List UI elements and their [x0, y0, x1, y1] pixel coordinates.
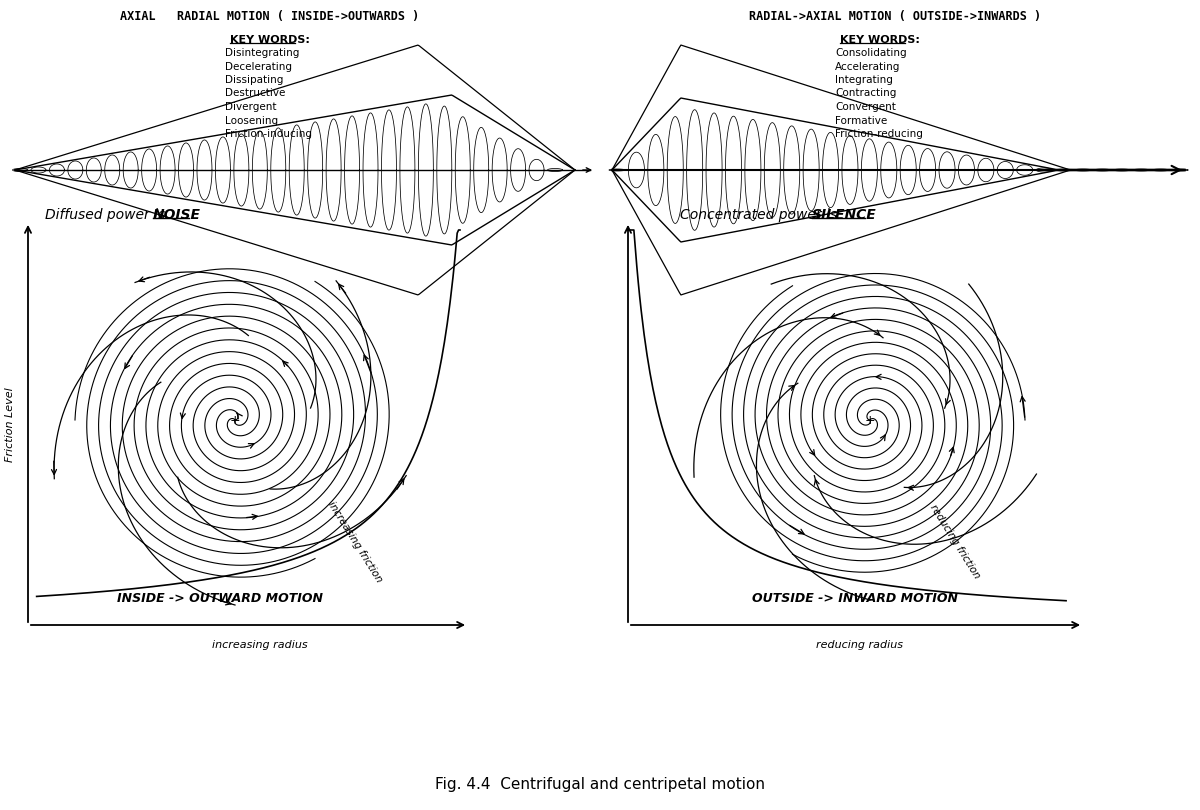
Text: Consolidating: Consolidating — [835, 48, 907, 58]
Text: OUTSIDE -> INWARD MOTION: OUTSIDE -> INWARD MOTION — [752, 592, 958, 605]
Text: Friction-reducing: Friction-reducing — [835, 129, 923, 139]
Text: Friction-inducing: Friction-inducing — [226, 129, 312, 139]
Text: Concentrated power is: Concentrated power is — [680, 208, 841, 222]
Text: Fig. 4.4  Centrifugal and centripetal motion: Fig. 4.4 Centrifugal and centripetal mot… — [436, 777, 766, 792]
Text: RADIAL->AXIAL MOTION ( OUTSIDE->INWARDS ): RADIAL->AXIAL MOTION ( OUTSIDE->INWARDS … — [749, 10, 1042, 23]
Text: Disintegrating: Disintegrating — [226, 48, 299, 58]
Text: INSIDE -> OUTWARD MOTION: INSIDE -> OUTWARD MOTION — [118, 592, 323, 605]
Text: +: + — [229, 413, 240, 427]
Text: reducing radius: reducing radius — [816, 640, 904, 650]
Text: increasing friction: increasing friction — [326, 500, 384, 584]
Text: Accelerating: Accelerating — [835, 62, 900, 71]
Text: Integrating: Integrating — [835, 75, 893, 85]
Text: Destructive: Destructive — [226, 88, 286, 99]
Text: Formative: Formative — [835, 116, 887, 126]
Text: reducing friction: reducing friction — [928, 503, 982, 581]
Text: Friction Level: Friction Level — [5, 388, 16, 463]
Text: NOISE: NOISE — [154, 208, 202, 222]
Text: Diffused power is: Diffused power is — [46, 208, 169, 222]
Text: Dissipating: Dissipating — [226, 75, 283, 85]
Text: KEY WORDS:: KEY WORDS: — [230, 35, 310, 45]
Text: Loosening: Loosening — [226, 116, 278, 126]
Text: increasing radius: increasing radius — [212, 640, 308, 650]
Text: +: + — [865, 413, 875, 427]
Text: SILENCE: SILENCE — [812, 208, 877, 222]
Text: Convergent: Convergent — [835, 102, 896, 112]
Text: Divergent: Divergent — [226, 102, 276, 112]
Text: Decelerating: Decelerating — [226, 62, 292, 71]
Text: KEY WORDS:: KEY WORDS: — [840, 35, 920, 45]
Text: AXIAL   RADIAL MOTION ( INSIDE->OUTWARDS ): AXIAL RADIAL MOTION ( INSIDE->OUTWARDS ) — [120, 10, 420, 23]
Text: Contracting: Contracting — [835, 88, 896, 99]
